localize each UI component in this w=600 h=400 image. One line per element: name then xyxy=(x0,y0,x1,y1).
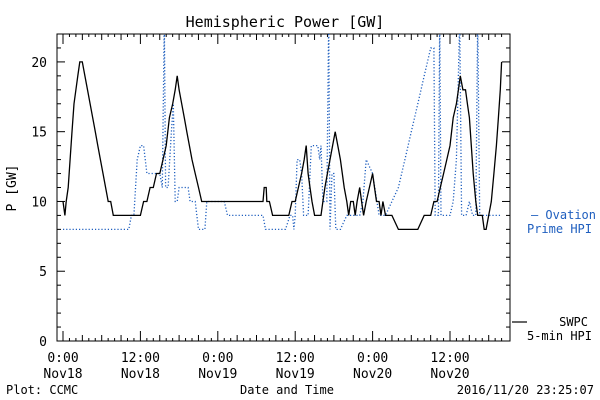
x-tick-date-0: Nov18 xyxy=(43,367,82,382)
x-tick-date-1: Nov18 xyxy=(121,367,160,382)
x-tick-time-0: 0:00 xyxy=(47,351,78,366)
plot-frame xyxy=(56,33,511,342)
x-tick-date-5: Nov20 xyxy=(430,367,469,382)
x-tick-date-3: Nov19 xyxy=(276,367,315,382)
x-tick-time-2: 0:00 xyxy=(202,351,233,366)
x-tick-date-4: Nov20 xyxy=(353,367,392,382)
legend-ovation-label-line1: — Ovation xyxy=(531,208,596,222)
chart-title: Hemispheric Power [GW] xyxy=(186,13,385,31)
legend-ovation-label-line2: Prime HPI xyxy=(527,222,592,236)
x-tick-time-3: 12:00 xyxy=(276,351,315,366)
y-tick-label-10: 10 xyxy=(31,195,47,210)
series-swpc-5-min-hpi xyxy=(62,61,503,231)
legend-swpc-label-line1: SWPC xyxy=(559,315,588,329)
legend-swpc-label-line2: 5-min HPI xyxy=(527,329,592,343)
x-tick-date-2: Nov19 xyxy=(198,367,237,382)
y-tick-label-15: 15 xyxy=(31,126,47,141)
plot-area: 051015200:00Nov1812:00Nov180:00Nov1912:0… xyxy=(31,33,511,382)
y-tick-label-0: 0 xyxy=(39,335,47,350)
x-axis-label: Date and Time xyxy=(240,383,334,397)
y-axis-label: P [GW] xyxy=(5,165,20,212)
plot-credit: Plot: CCMC xyxy=(6,383,78,397)
series-ovation-prime-hpi xyxy=(63,34,502,231)
legend: — Ovation Prime HPI SWPC 5-min HPI xyxy=(512,208,596,343)
series-layer xyxy=(62,34,503,231)
x-tick-time-5: 12:00 xyxy=(430,351,469,366)
plot-timestamp: 2016/11/20 23:25:07 xyxy=(457,383,594,397)
x-tick-time-4: 0:00 xyxy=(357,351,388,366)
y-tick-label-20: 20 xyxy=(31,56,47,71)
x-tick-time-1: 12:00 xyxy=(121,351,160,366)
y-tick-label-5: 5 xyxy=(39,265,47,280)
